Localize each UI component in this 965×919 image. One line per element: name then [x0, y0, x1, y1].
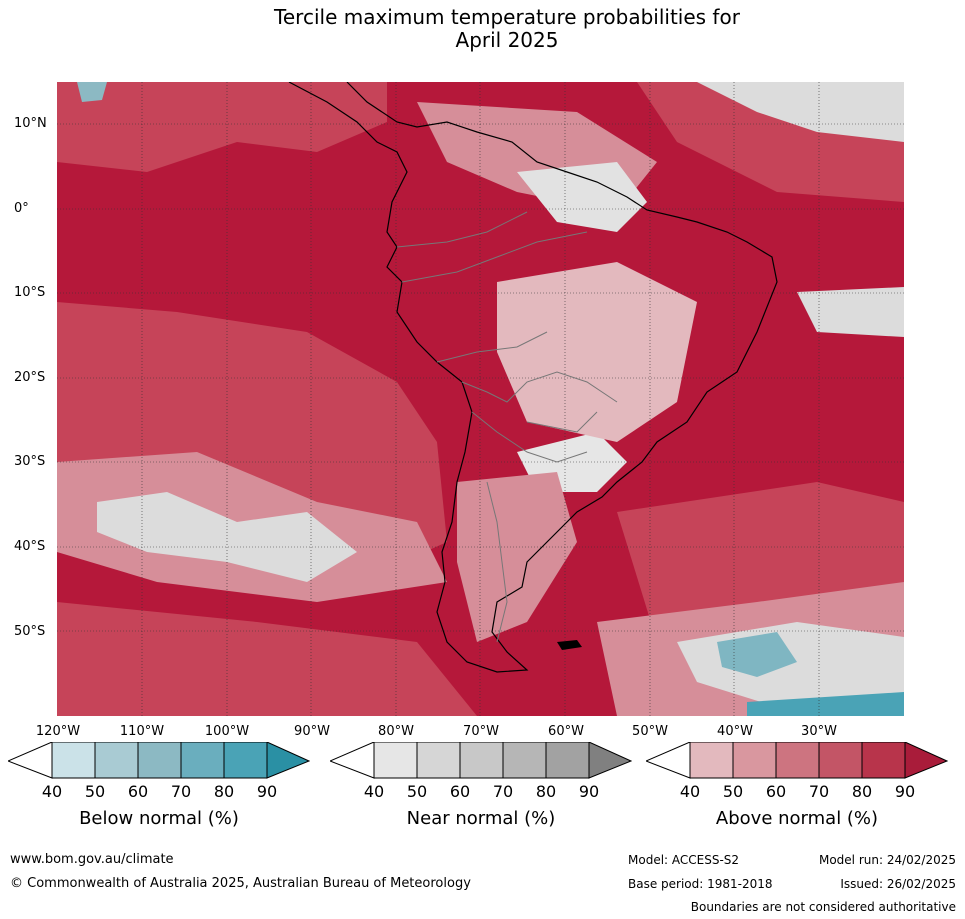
title-line-1: Tercile maximum temperature probabilitie…	[274, 5, 740, 29]
pale-patagonia	[457, 472, 577, 642]
map-svg	[57, 82, 904, 716]
graticule	[57, 82, 904, 716]
lon-label-110w: 110°W	[119, 724, 165, 739]
title-line-2: April 2025	[455, 28, 559, 52]
legend-above-title: Above normal (%)	[715, 808, 879, 829]
lon-label-30w: 30°W	[801, 724, 837, 739]
lat-label-40s: 40°S	[14, 539, 46, 554]
copyright-text: © Commonwealth of Australia 2025, Austra…	[10, 876, 471, 891]
lon-label-60w: 60°W	[548, 724, 584, 739]
model-run: Model run: 24/02/2025	[818, 853, 956, 867]
legend-below-normal	[6, 741, 311, 784]
model-name: Model: ACCESS-S2	[628, 853, 740, 867]
tick: 60	[765, 782, 787, 801]
legend-above-normal	[644, 741, 949, 784]
lat-label-50s: 50°S	[14, 624, 46, 639]
near-normal-northeast	[697, 82, 904, 142]
tick: 90	[578, 782, 600, 801]
lat-label-10s: 10°S	[14, 285, 46, 300]
tick: 60	[127, 782, 149, 801]
probability-map	[57, 82, 904, 716]
near-normal-amazon	[517, 162, 647, 232]
tick: 80	[535, 782, 557, 801]
website-link[interactable]: www.bom.gov.au/climate	[10, 852, 174, 867]
tick: 50	[722, 782, 744, 801]
tick: 40	[41, 782, 63, 801]
lon-label-120w: 120°W	[35, 724, 81, 739]
tick: 40	[679, 782, 701, 801]
country-borders	[396, 211, 618, 643]
colorbar-near	[328, 741, 633, 779]
legend-below-title: Below normal (%)	[79, 808, 239, 829]
lon-label-90w: 90°W	[294, 724, 330, 739]
falkland-islands	[557, 640, 582, 650]
tick: 40	[363, 782, 385, 801]
tick: 90	[894, 782, 916, 801]
colorbar-above	[644, 741, 949, 779]
near-normal-pacific	[97, 492, 357, 582]
near-normal-atlantic	[797, 287, 904, 337]
lon-label-50w: 50°W	[632, 724, 668, 739]
legend-near-title: Near normal (%)	[406, 808, 556, 829]
lat-label-30s: 30°S	[14, 454, 46, 469]
south-america-coastline	[288, 82, 778, 673]
base-period: Base period: 1981-2018	[628, 877, 773, 891]
lon-label-80w: 80°W	[378, 724, 414, 739]
lat-label-0: 0°	[14, 201, 29, 216]
mid-band-south	[57, 602, 477, 716]
below-normal-south-edge	[747, 692, 904, 716]
tick: 70	[492, 782, 514, 801]
map-title: Tercile maximum temperature probabilitie…	[0, 6, 965, 52]
tick: 50	[84, 782, 106, 801]
below-normal-nw	[77, 82, 107, 102]
boundary-disclaimer: Boundaries are not considered authoritat…	[690, 900, 956, 914]
tick: 80	[213, 782, 235, 801]
tick: 90	[256, 782, 278, 801]
below-normal-southeast	[717, 632, 797, 677]
lon-label-40w: 40°W	[717, 724, 753, 739]
legend-near-normal	[328, 741, 633, 784]
issued-date: Issued: 26/02/2025	[840, 877, 956, 891]
tick: 70	[808, 782, 830, 801]
tick: 60	[449, 782, 471, 801]
tick: 50	[406, 782, 428, 801]
tick: 70	[170, 782, 192, 801]
lat-label-10n: 10°N	[14, 116, 47, 131]
lon-label-70w: 70°W	[463, 724, 499, 739]
mid-band-north	[57, 82, 387, 172]
pale-continent-central	[497, 262, 697, 442]
colorbar-below	[6, 741, 311, 779]
tick: 80	[851, 782, 873, 801]
lon-label-100w: 100°W	[204, 724, 250, 739]
lat-label-20s: 20°S	[14, 370, 46, 385]
